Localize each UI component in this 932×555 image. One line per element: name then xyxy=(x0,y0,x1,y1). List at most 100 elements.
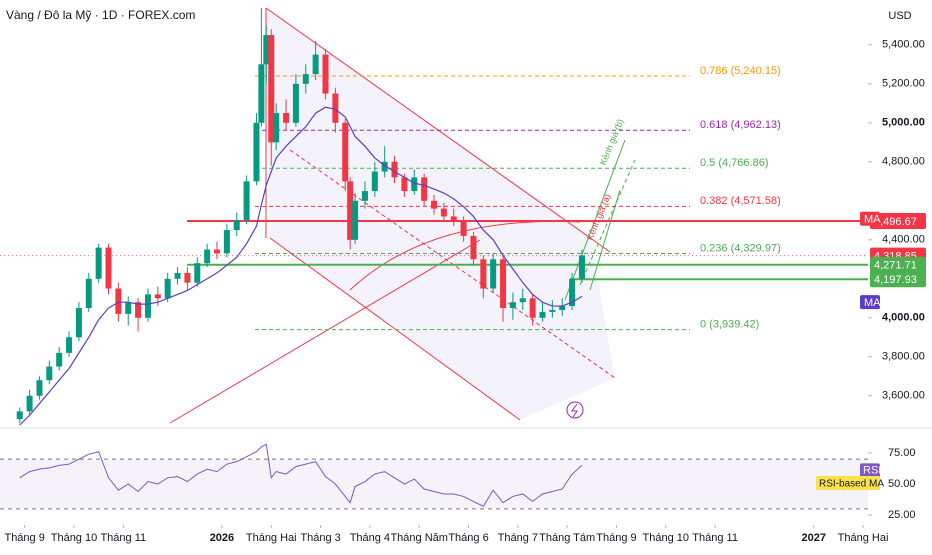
event-icon[interactable] xyxy=(566,401,584,419)
candle-body xyxy=(490,259,497,289)
tag-bg xyxy=(870,212,926,229)
rsi-tick-label: 25.00 xyxy=(888,509,916,521)
fib-label: 0.5 (4,766.86) xyxy=(700,157,769,169)
candle-body xyxy=(421,177,428,201)
fib-label: 0.786 (5,240.15) xyxy=(700,65,781,77)
x-tick-label: Tháng Tám xyxy=(539,532,595,544)
price-tag: 4,496.67 xyxy=(870,212,926,229)
tag-bg xyxy=(870,256,926,273)
x-tick-label: Tháng 4 xyxy=(350,532,390,544)
x-tick-label: Tháng 7 xyxy=(498,532,538,544)
candle-body xyxy=(283,113,290,123)
trend-line xyxy=(169,239,481,424)
candle-body xyxy=(16,411,23,420)
event-icon xyxy=(571,403,578,418)
currency: USD xyxy=(888,10,911,22)
x-tick-label: Tháng 6 xyxy=(448,532,488,544)
candle-body xyxy=(391,161,398,178)
x-tick-label: Tháng 9 xyxy=(4,532,44,544)
candle-body xyxy=(411,177,418,192)
price-tag: MA xyxy=(860,295,881,310)
candle-body xyxy=(115,288,122,314)
candle-body xyxy=(312,54,319,75)
candle-body xyxy=(204,249,211,264)
rsi-tick-label: 50.00 xyxy=(888,478,916,490)
candle-body xyxy=(273,113,280,143)
candle-body xyxy=(361,191,368,201)
fib-label: 0.236 (4,329.97) xyxy=(700,242,781,254)
candle-body xyxy=(36,380,43,396)
candle-body xyxy=(125,302,132,314)
candle-body xyxy=(431,200,437,209)
y-tick-label: 5,200.00 xyxy=(882,78,925,90)
x-tick-label: 2027 xyxy=(802,532,826,544)
x-tick-label: Tháng 11 xyxy=(692,532,738,544)
candle-body xyxy=(332,93,339,123)
candle-body xyxy=(480,259,487,289)
candle-body xyxy=(578,255,585,279)
tag-label: 4,496.67 xyxy=(874,216,917,228)
candle-body xyxy=(95,247,102,279)
candle-body xyxy=(347,181,354,240)
candle-body xyxy=(559,306,566,310)
candle-body xyxy=(371,171,378,192)
tag-label: 4,271.71 xyxy=(874,260,917,272)
candle-body xyxy=(569,278,576,307)
tag-label: MA xyxy=(864,214,881,226)
annotation: Kênh giá (b) xyxy=(598,117,626,166)
ma-line xyxy=(19,106,583,426)
candle-body xyxy=(56,352,63,367)
candle-body xyxy=(519,298,526,303)
candle-body xyxy=(253,122,260,182)
candle-body xyxy=(46,366,53,381)
candle-body xyxy=(214,249,220,254)
candle-body xyxy=(66,337,73,353)
tag-label: MA xyxy=(864,297,881,309)
rsi-tag: RSI xyxy=(860,463,881,478)
tag-label: 4,197.93 xyxy=(874,274,917,286)
fib-label: 0 (3,939.42) xyxy=(700,318,759,330)
tag-bg xyxy=(860,463,880,478)
price-tag: 4,271.71 xyxy=(870,256,926,273)
candles xyxy=(16,7,585,424)
candle-body xyxy=(268,35,275,143)
tag-bg xyxy=(860,295,880,310)
candle-body xyxy=(263,35,270,65)
rsi-tick-label: 75.00 xyxy=(888,447,916,459)
rsi-band xyxy=(0,459,868,509)
candle-body xyxy=(322,54,329,94)
y-tick-label: 3,800.00 xyxy=(882,351,925,363)
fib-label: 0.382 (4,571.58) xyxy=(700,195,781,207)
candle-body xyxy=(174,272,181,279)
x-tick-label: 2026 xyxy=(210,532,234,544)
tag-label: RSI xyxy=(863,464,881,476)
candle-body xyxy=(470,235,477,260)
price-tag: MA xyxy=(860,211,881,226)
candle-body xyxy=(352,200,359,240)
candle-body xyxy=(440,208,447,217)
y-tick-label: 4,000.00 xyxy=(882,312,925,324)
x-tick-label: Tháng Hai xyxy=(246,532,297,544)
x-tick-label: Tháng Hai xyxy=(838,532,889,544)
candle-body xyxy=(460,220,467,236)
candle-body xyxy=(194,263,201,283)
candle-body xyxy=(529,298,536,318)
candle-body xyxy=(539,311,546,318)
candle-body xyxy=(26,395,33,412)
x-tick-label: Tháng Năm xyxy=(390,532,447,544)
y-tick-label: 5,400.00 xyxy=(882,39,925,51)
tag-bg xyxy=(860,211,880,226)
candle-body xyxy=(258,64,265,123)
x-tick-label: Tháng 11 xyxy=(100,532,146,544)
candle-body xyxy=(292,83,299,123)
candle-body xyxy=(401,177,408,192)
candle-body xyxy=(549,309,556,312)
candle-body xyxy=(342,122,349,182)
annotation: Kênh giá (a) xyxy=(585,192,613,241)
candle-body xyxy=(144,294,151,318)
trend-line xyxy=(269,237,521,421)
tag-label: RSI-based MA xyxy=(819,479,884,490)
candle-body xyxy=(233,220,240,231)
candle-body xyxy=(154,294,161,299)
